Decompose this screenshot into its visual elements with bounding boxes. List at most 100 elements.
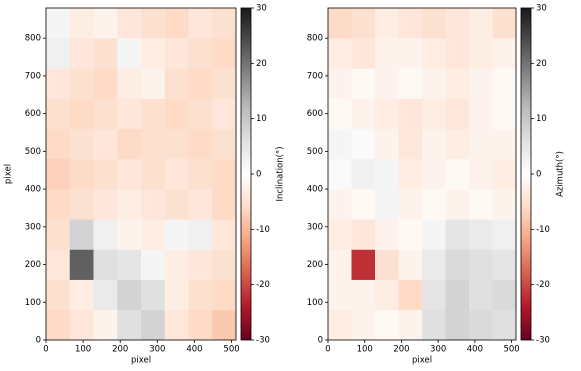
cell [93,249,118,280]
cell [141,189,166,220]
cell [398,128,423,160]
cell [212,309,237,341]
cell [398,279,423,311]
cell [164,68,189,99]
cell [492,98,517,130]
cell [46,68,71,99]
cell [141,309,166,341]
cell [164,8,189,39]
cell [492,189,517,220]
colorbar-tick-label: 0 [536,170,541,180]
x-tick-label: 100 [75,345,91,355]
cell [117,38,142,69]
cell [188,189,213,220]
cell [46,279,71,311]
colorbar [240,7,252,341]
cell [469,309,493,341]
x-axis-label: pixel [131,356,151,366]
colorbar-tick-label: -30 [536,336,550,346]
cell [69,158,94,190]
y-tick-label: 100 [25,298,41,308]
cell [69,68,94,99]
cell [492,8,517,39]
cell [375,279,399,311]
cell [46,249,71,280]
colorbar-tick-label: -30 [256,336,270,346]
colorbar-tick-label: 30 [536,4,547,14]
cell [445,279,470,311]
y-tick-label: 300 [307,222,323,232]
colorbar-tick-label: -10 [256,225,270,235]
y-tick-label: 400 [25,185,41,195]
cell [445,249,470,280]
cell [469,8,493,39]
cell [141,68,166,99]
cell [422,158,446,190]
cell [398,158,423,190]
cell [469,98,493,130]
cell [469,279,493,311]
cell [398,68,423,99]
cell [93,219,118,250]
cell [445,189,470,220]
cell [445,128,470,160]
cell [422,98,446,130]
cell [164,98,189,130]
cell [69,128,94,160]
cell [69,98,94,130]
cell [164,279,189,311]
y-tick-label: 500 [25,147,41,157]
cell [398,309,423,341]
y-tick-label: 800 [25,34,41,44]
cell [422,8,446,39]
cell [46,8,71,39]
cell [117,309,142,341]
y-tick-label: 800 [307,34,323,44]
x-tick-label: 400 [467,345,483,355]
x-tick-label: 0 [325,345,330,355]
y-tick-label: 200 [307,260,323,270]
x-tick-label: 200 [112,345,128,355]
y-tick-label: 600 [307,109,323,119]
cell [422,189,446,220]
cell [46,219,71,250]
cell [398,8,423,39]
cell [398,219,423,250]
cell [351,8,376,39]
cell [469,68,493,99]
cell [351,128,376,160]
colorbar-tick-label: -10 [536,225,550,235]
colorbar-tick-label: 20 [256,59,267,69]
x-tick-label: 500 [223,345,239,355]
cell [212,158,237,190]
cell [164,309,189,341]
x-tick-label: 0 [43,345,48,355]
cell [328,249,352,280]
cell [328,128,352,160]
cell [212,249,237,280]
cell [188,38,213,69]
cell [398,249,423,280]
cell [375,249,399,280]
cell [492,249,517,280]
cell [117,249,142,280]
cell [93,38,118,69]
cell [375,309,399,341]
cell [328,8,352,39]
cell [422,68,446,99]
y-tick-label: 0 [36,336,41,346]
cell [164,128,189,160]
cell [188,98,213,130]
cell [164,38,189,69]
cell [212,68,237,99]
x-tick-label: 300 [430,345,446,355]
cell [422,219,446,250]
cell [69,249,94,280]
cell [398,38,423,69]
colorbar-tick-label: 10 [536,114,547,124]
cell [375,219,399,250]
cell [212,8,237,39]
cell [212,219,237,250]
cell [46,128,71,160]
